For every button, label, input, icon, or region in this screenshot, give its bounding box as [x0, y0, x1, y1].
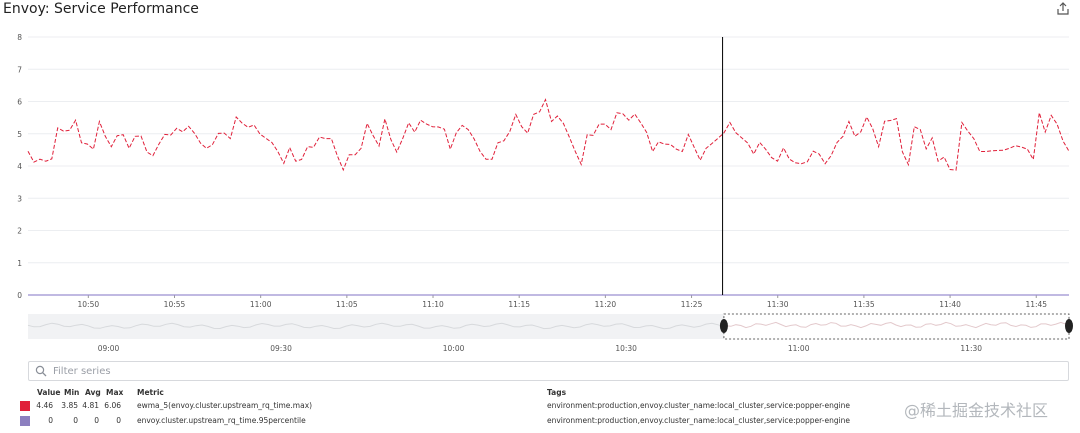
navigator-x-tick-label: 10:00: [443, 344, 465, 353]
y-tick-label: 7: [17, 65, 22, 74]
legend-row[interactable]: 0 0 0 0 envoy.cluster.upstream_rq_time.9…: [0, 415, 1080, 427]
x-tick-label: 10:55: [164, 300, 186, 309]
y-tick-label: 5: [17, 130, 22, 139]
legend-metric: ewma_5(envoy.cluster.upstream_rq_time.ma…: [137, 401, 313, 410]
legend-avg: 0: [94, 416, 99, 425]
legend-max: 6.06: [104, 401, 121, 410]
navigator-x-tick-label: 09:00: [98, 344, 120, 353]
main-timeseries-chart[interactable]: 0 1 2 3 4 5 6 7 8 10:50 10:55 11:00 11:05 11:10 11:15…: [0, 28, 1080, 312]
navigator-x-tick-label: 11:30: [960, 344, 982, 353]
y-tick-label: 1: [17, 259, 22, 268]
legend-header-metric[interactable]: Metric: [137, 388, 164, 397]
y-axis: 0 1 2 3 4 5 6 7 8: [17, 33, 22, 300]
navigator-left-handle[interactable]: [719, 319, 728, 333]
y-tick-label: 4: [17, 162, 22, 171]
filter-series-input[interactable]: [53, 365, 1068, 377]
x-tick-label: 11:25: [681, 300, 703, 309]
y-tick-label: 0: [17, 291, 22, 300]
legend-avg: 4.81: [82, 401, 99, 410]
x-tick-label: 11:00: [250, 300, 272, 309]
navigator-selection-trace: [725, 321, 1067, 329]
x-axis: 10:50 10:55 11:00 11:05 11:10 11:15 11:20 11:25…: [78, 295, 1047, 309]
legend-max: 0: [116, 416, 121, 425]
navigator-x-tick-label: 11:00: [788, 344, 810, 353]
legend-tags: environment:production,envoy.cluster_nam…: [547, 401, 851, 410]
navigator-x-tick-label: 09:30: [270, 344, 292, 353]
series-color-swatch[interactable]: [20, 401, 30, 411]
chart-grid: [28, 36, 1069, 296]
x-tick-label: 11:40: [939, 300, 961, 309]
widget-title: Envoy: Service Performance: [3, 1, 199, 17]
x-tick-label: 11:35: [853, 300, 875, 309]
y-tick-label: 6: [17, 98, 22, 107]
navigator-right-handle[interactable]: [1065, 319, 1073, 333]
navigator-x-tick-label: 10:30: [615, 344, 637, 353]
x-tick-label: 11:45: [1025, 300, 1047, 309]
legend-header-value[interactable]: Value: [37, 388, 61, 397]
series-color-swatch[interactable]: [20, 416, 30, 426]
x-tick-label: 11:15: [508, 300, 530, 309]
y-tick-label: 2: [17, 227, 22, 236]
x-tick-label: 11:10: [422, 300, 444, 309]
y-tick-label: 3: [17, 194, 22, 203]
legend-tags: environment:production,envoy.cluster_nam…: [547, 416, 851, 425]
legend-min: 0: [73, 416, 78, 425]
x-tick-label: 11:30: [767, 300, 789, 309]
legend-value: 0: [48, 416, 53, 425]
legend-metric: envoy.cluster.upstream_rq_time.95percent…: [137, 416, 306, 425]
navigator-x-axis: 09:00 09:30 10:00 10:30 11:00 11:30: [98, 344, 983, 353]
y-tick-label: 8: [17, 33, 22, 42]
legend-header-max[interactable]: Max: [106, 388, 124, 397]
series-line: [27, 98, 1070, 172]
x-tick-label: 10:50: [78, 300, 100, 309]
x-tick-label: 11:05: [336, 300, 358, 309]
legend-row[interactable]: 4.46 3.85 4.81 6.06 ewma_5(envoy.cluster…: [0, 400, 1080, 412]
share-export-icon[interactable]: [1056, 2, 1070, 16]
legend-header-min[interactable]: Min: [64, 388, 80, 397]
legend-min: 3.85: [61, 401, 78, 410]
series-lines: [27, 98, 1070, 296]
legend-value: 4.46: [36, 401, 53, 410]
filter-series-field[interactable]: [28, 361, 1069, 381]
legend-header-avg[interactable]: Avg: [85, 388, 101, 397]
search-icon: [35, 365, 47, 377]
legend-header-row: Value Min Avg Max Metric Tags: [0, 387, 1080, 399]
legend-header-tags[interactable]: Tags: [547, 388, 567, 397]
x-tick-label: 11:20: [595, 300, 617, 309]
watermark-text: @稀土掘金技术社区: [904, 401, 1049, 420]
timeline-navigator[interactable]: 09:00 09:30 10:00 10:30 11:00 11:30: [0, 312, 1080, 358]
